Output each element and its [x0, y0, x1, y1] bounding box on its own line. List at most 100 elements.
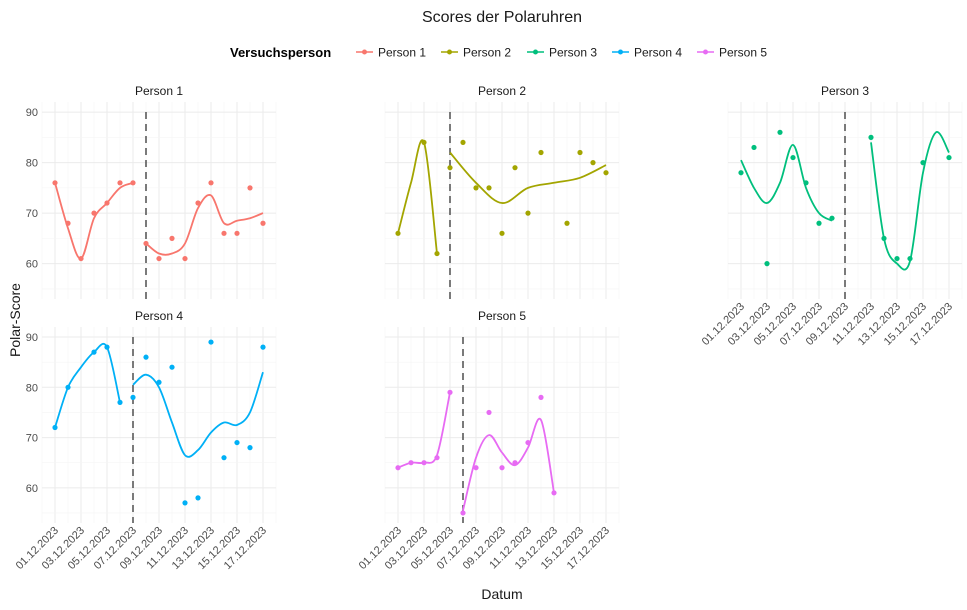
series-smooth-line [145, 194, 264, 256]
data-point [169, 364, 175, 370]
data-point [234, 230, 240, 236]
panel-grid [384, 102, 620, 299]
data-point [221, 455, 227, 461]
data-point [577, 149, 583, 156]
series-smooth-line [740, 143, 833, 222]
data-point [169, 235, 175, 241]
data-point [156, 379, 162, 385]
legend-label: Person 3 [549, 46, 597, 60]
x-axis-title: Datum [481, 586, 522, 602]
series-smooth-line [132, 371, 264, 458]
data-point [78, 255, 84, 262]
panel-strip-label: Person 2 [478, 84, 526, 98]
data-point [907, 255, 913, 262]
facet-panel: Person 1 60 70 80 90 [26, 84, 277, 299]
facet-panels: Person 1 60 70 80 90 Person 2 Person 301.12.20… [14, 84, 963, 572]
data-point [260, 344, 266, 350]
data-point [473, 185, 479, 191]
data-point [221, 230, 227, 236]
y-tick-label: 80 [26, 158, 38, 170]
data-point [525, 210, 531, 216]
data-point [486, 409, 492, 416]
data-point [460, 139, 466, 146]
data-point [434, 455, 440, 461]
series-smooth-line [449, 151, 607, 204]
data-point [408, 460, 414, 466]
data-point [234, 439, 240, 446]
facet-panel: Person 301.12.202303.12.202305.12.202307… [700, 84, 963, 348]
data-point [764, 261, 770, 267]
data-point [104, 344, 110, 350]
data-point [447, 165, 453, 171]
data-point [260, 220, 266, 226]
data-point [65, 220, 71, 226]
chart-title: Scores der Polaruhren [422, 9, 582, 26]
data-point [434, 250, 440, 257]
data-point [894, 255, 900, 262]
panel-strip-label: Person 5 [478, 309, 526, 323]
data-point [881, 235, 887, 241]
data-point [790, 154, 796, 161]
data-point [182, 255, 188, 262]
data-point [52, 180, 58, 186]
data-point [538, 149, 544, 156]
data-point [738, 170, 744, 176]
data-point [208, 339, 214, 345]
data-point [143, 354, 149, 360]
data-point [473, 465, 479, 471]
y-tick-label: 90 [26, 107, 38, 119]
data-point [499, 465, 505, 471]
data-point [117, 180, 123, 186]
panel-grid [41, 327, 277, 523]
data-point [538, 394, 544, 400]
data-point [395, 230, 401, 236]
series-smooth-line [54, 342, 121, 428]
legend-entry: Person 4 [612, 46, 682, 60]
data-point [104, 200, 110, 206]
data-point [421, 139, 427, 146]
data-point [751, 144, 757, 151]
series-smooth-line [462, 417, 555, 511]
legend-key-point [703, 49, 708, 55]
data-point [603, 170, 609, 176]
data-point [182, 500, 188, 506]
data-point [512, 460, 518, 466]
data-point [91, 210, 97, 216]
data-point [130, 394, 136, 400]
panel-grid [384, 327, 620, 523]
legend-items: Person 1 Person 2 Person 3 Person 4 Person 5 [356, 46, 767, 60]
facet-panel: Person 501.12.202303.12.202305.12.202307… [357, 309, 620, 572]
data-point [777, 129, 783, 135]
data-point [590, 160, 596, 166]
data-point [247, 185, 253, 191]
legend-label: Person 4 [634, 46, 682, 60]
data-point [195, 200, 201, 206]
data-point [551, 490, 557, 496]
facet-panel: Person 2 [384, 84, 620, 299]
data-point [52, 424, 58, 431]
data-point [117, 399, 123, 405]
data-point [130, 180, 136, 186]
y-tick-label: 60 [26, 483, 38, 495]
data-point [421, 460, 427, 466]
data-point [91, 349, 97, 355]
panel-strip-label: Person 4 [135, 309, 183, 323]
data-point [803, 180, 809, 186]
series-smooth-line [54, 181, 134, 260]
data-point [395, 465, 401, 471]
legend-label: Person 1 [378, 46, 426, 60]
data-point [208, 180, 214, 186]
data-point [499, 230, 505, 236]
legend-label: Person 2 [463, 46, 511, 60]
y-tick-label: 80 [26, 382, 38, 394]
data-point [512, 165, 518, 171]
legend-entry: Person 5 [697, 46, 767, 60]
data-point [920, 160, 926, 166]
data-point [195, 495, 201, 501]
legend-entry: Person 2 [441, 46, 511, 60]
legend-key-point [533, 49, 538, 55]
legend-key-point [618, 49, 623, 55]
data-point [143, 240, 149, 247]
